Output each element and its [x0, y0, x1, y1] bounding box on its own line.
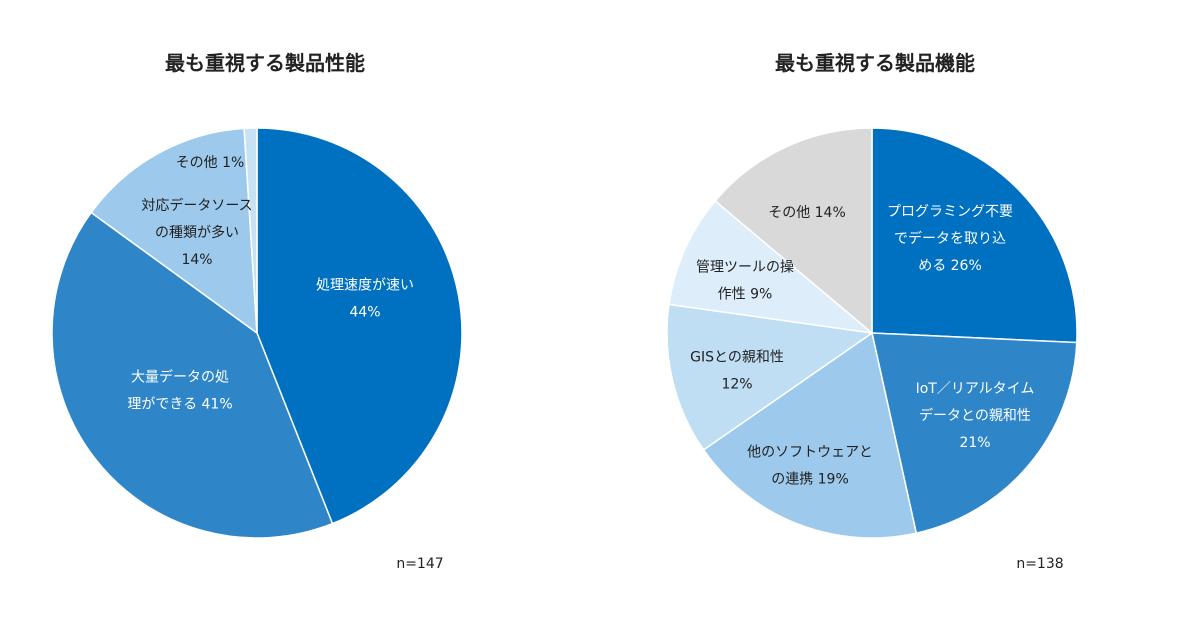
performance-slice-label-line: 処理速度が速い: [316, 278, 414, 294]
features-slice-label-line: でデータを取り込: [894, 230, 1006, 247]
performance-slice-label-line: 対応データソース: [141, 197, 252, 214]
performance-slice-3: [90, 127, 258, 335]
features-slice-label-2: IoT／リアルタイムデータとの親和性 21%: [916, 381, 1035, 451]
performance-slice-label-4: その他 1%: [176, 155, 245, 171]
features-slice-label-6: その他 14%: [768, 205, 846, 221]
features-slice-label-line: 12%: [721, 377, 752, 393]
features-slice-label-line: める 26%: [918, 258, 982, 274]
performance-slice-1: [256, 127, 463, 525]
features-slice-3: [702, 331, 918, 539]
features-slice-label-line: GISとの親和性: [690, 350, 784, 366]
features-slice-label-line: データとの親和性: [919, 407, 1031, 424]
performance-slice-label-1: 処理速度が速い 44%: [316, 278, 414, 321]
chart-title-features: 最も重視する製品機能: [775, 51, 975, 75]
features-slice-label-line: 21%: [959, 435, 990, 451]
features-slice-label-3: 他のソフトウェアとの連携 19%: [747, 445, 873, 488]
features-slice-1: [871, 127, 1078, 344]
features-slice-label-line: IoT／リアルタイム: [916, 381, 1035, 397]
performance-slice-label-3: 対応データソースの種類が多い 14%: [141, 197, 252, 268]
features-slice-2: [871, 332, 1078, 535]
features-slice-label-5: 管理ツールの操作性 9%: [696, 260, 794, 303]
sample-size-performance: n=147: [396, 556, 443, 572]
performance-slice-label-line: の種類が多い: [155, 224, 239, 241]
performance-slice-label-2: 大量データの処理ができる 41%: [127, 369, 232, 413]
features-slice-4: [666, 303, 875, 451]
performance-slice-label-line: 14%: [181, 252, 212, 268]
features-slice-label-line: 他のソフトウェアと: [747, 445, 873, 461]
features-pie-labels: プログラミング不要でデータを取り込める 26% IoT／リアルタイムデータとの親和…: [690, 204, 1034, 488]
features-pie-slices: [666, 127, 1078, 539]
features-slice-label-line: その他 14%: [768, 205, 846, 221]
performance-pie-labels: 処理速度が速い 44% 大量データの処理ができる 41% 対応データソースの種類が多い…: [127, 155, 414, 413]
performance-pie-slices: [51, 127, 463, 539]
performance-slice-label-line: 理ができる 41%: [127, 397, 232, 413]
features-slice-5: [668, 199, 875, 335]
performance-slice-2: [51, 211, 334, 539]
features-slice-label-1: プログラミング不要でデータを取り込める 26%: [887, 204, 1013, 274]
performance-slice-label-line: 大量データの処: [131, 369, 229, 386]
features-slice-label-4: GISとの親和性 12%: [690, 350, 784, 393]
performance-slice-label-line: その他 1%: [176, 155, 245, 171]
sample-size-features: n=138: [1016, 556, 1063, 572]
features-slice-label-line: 作性 9%: [718, 287, 773, 303]
performance-slice-label-line: 44%: [349, 305, 380, 321]
performance-slice-4: [243, 127, 258, 334]
chart-title-performance: 最も重視する製品性能: [165, 51, 365, 75]
features-pie-chart: 最も重視する製品機能 プログラミング不要でデータを取り込める 26% IoT／リア…: [666, 51, 1078, 572]
features-slice-label-line: 管理ツールの操: [696, 260, 794, 276]
features-slice-label-line: プログラミング不要: [887, 204, 1013, 220]
features-slice-label-line: の連携 19%: [771, 472, 849, 488]
performance-pie-chart: 最も重視する製品性能 処理速度が速い 44% 大量データの処理ができる 41% 対応デ…: [51, 51, 463, 572]
features-slice-6: [714, 127, 873, 335]
